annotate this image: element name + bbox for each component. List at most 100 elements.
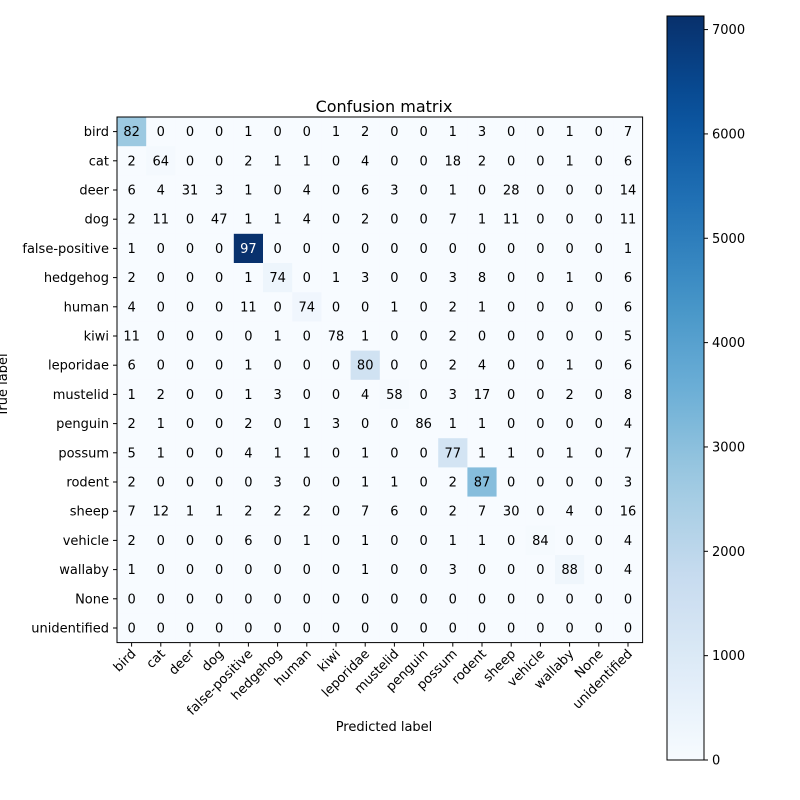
cell-value-label: 2 [127,154,135,169]
cell-value-label: 0 [273,622,281,637]
cell-value-label: 0 [303,242,311,257]
cell-value-label: 0 [536,505,544,520]
cell-value-label: 0 [595,154,603,169]
heatmap-cell [175,263,205,293]
heatmap-cell [409,117,439,147]
cell-value-label: 0 [565,184,573,199]
colorbar-tick-label: 7000 [712,23,745,38]
heatmap-cell [409,175,439,205]
heatmap-cell [204,409,235,439]
cell-value-label: 0 [186,476,194,491]
cell-value-label: 2 [127,213,135,228]
cell-value-label: 4 [624,534,632,549]
y-axis-ticks: bird cat deer dog false-positive hedgehog huma… [22,125,117,637]
heatmap-cell [233,350,264,381]
heatmap-cell [233,146,264,176]
cell-value-label: 0 [507,359,515,374]
cell-value-label: 0 [507,330,515,345]
cell-value-label: 0 [595,622,603,637]
heatmap-cell [467,438,497,468]
cell-value-label: 0 [186,563,194,578]
cell-value-label: 12 [153,505,170,520]
heatmap-cell [555,117,585,147]
heatmap-cell [263,584,293,614]
cell-value-label: 0 [186,534,194,549]
cell-value-label: 7 [127,505,135,520]
heatmap-cell [496,350,527,381]
heatmap-cell [292,263,322,293]
heatmap-cell [379,613,410,643]
heatmap-cell [321,263,351,293]
heatmap-cell [350,292,381,322]
y-tick-label: vehicle [63,534,109,549]
cell-value-label: 0 [157,476,165,491]
cell-value-label: 0 [536,446,544,461]
heatmap-cell [467,350,497,381]
cell-value-label: 2 [449,505,457,520]
cell-value-label: 0 [186,622,194,637]
heatmap-cell [467,292,497,322]
heatmap-cell [496,263,527,293]
cell-value-label: 0 [361,592,369,607]
cell-value-label: 0 [273,417,281,432]
cell-value-label: 1 [361,476,369,491]
cell-value-label: 0 [215,125,223,140]
heatmap-cell [525,292,556,322]
heatmap-cell [292,175,322,205]
cell-value-label: 0 [419,388,427,403]
cell-value-label: 0 [332,505,340,520]
heatmap-cell [379,117,410,147]
heatmap-cell [292,584,322,614]
heatmap-cell [555,409,585,439]
cell-value-label: 0 [419,154,427,169]
cell-value-label: 0 [244,563,252,578]
cell-value-label: 3 [449,388,457,403]
cell-value-label: 88 [561,563,578,578]
y-tick-label: leporidae [48,359,109,374]
heatmap-cell [292,409,322,439]
heatmap-cell [175,233,205,264]
cell-value-label: 0 [390,417,398,432]
cell-value-label: 1 [303,446,311,461]
heatmap-cell [613,409,643,439]
heatmap-cell [555,613,585,643]
heatmap-cell [233,613,264,643]
cell-value-label: 0 [419,592,427,607]
heatmap-cell [555,496,585,527]
heatmap-cell [146,555,176,585]
cell-value-label: 0 [419,300,427,315]
heatmap-cell [350,438,381,468]
heatmap-cell [613,467,643,497]
cell-value-label: 0 [186,417,194,432]
cell-value-label: 11 [620,213,637,228]
heatmap-cell [321,233,351,264]
heatmap-cell [525,175,556,205]
heatmap-cell [292,146,322,176]
cell-value-label: 4 [361,388,369,403]
heatmap-cell [321,467,351,497]
heatmap-cell [584,467,614,497]
cell-value-label: 0 [565,213,573,228]
heatmap-cell [525,555,556,585]
heatmap-cell [438,525,468,556]
cell-value-label: 7 [449,213,457,228]
cell-value-label: 6 [127,184,135,199]
cell-value-label: 0 [595,388,603,403]
cell-value-label: 1 [390,476,398,491]
heatmap-cell [379,379,410,410]
heatmap-cell [292,496,322,527]
cell-value-label: 1 [186,505,194,520]
heatmap-cell [175,613,205,643]
cell-value-label: 64 [153,154,170,169]
cell-value-label: 7 [478,505,486,520]
cell-value-label: 2 [127,534,135,549]
heatmap-cell [117,409,147,439]
cell-value-label: 28 [503,184,520,199]
heatmap-cell [555,438,585,468]
colorbar: 0 1000 2000 3000 4000 5000 6000 7000 [666,15,745,769]
heatmap-cell [496,467,527,497]
cell-value-label: 8 [478,271,486,286]
cell-value-label: 6 [624,300,632,315]
cell-value-label: 1 [565,271,573,286]
